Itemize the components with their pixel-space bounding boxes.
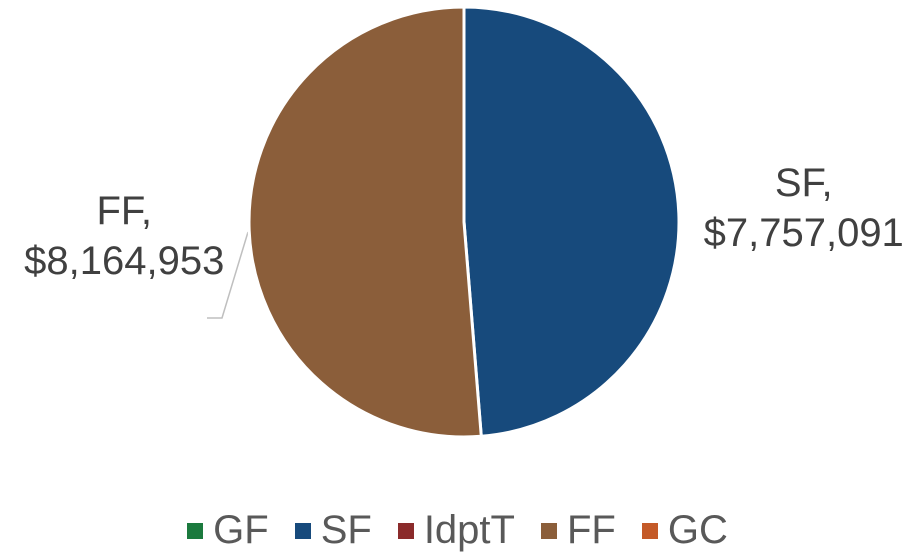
legend-label: SF: [320, 508, 372, 552]
legend-swatch: [641, 522, 658, 539]
legend-label: FF: [566, 508, 616, 552]
legend-swatch: [540, 522, 557, 539]
legend-label: GF: [213, 508, 269, 552]
legend-swatch: [294, 522, 311, 539]
legend-label: GC: [667, 508, 728, 552]
legend-item: GC: [641, 508, 728, 553]
legend-item: FF: [540, 508, 616, 553]
pie-slice: [462, 5, 681, 438]
pie-slice: [247, 5, 483, 439]
legend: GF SF IdptT FF GC: [0, 508, 915, 553]
legend-item: IdptT: [397, 508, 515, 553]
data-label: FF, $8,164,953: [24, 188, 225, 283]
legend-item: SF: [294, 508, 372, 553]
legend-label: IdptT: [423, 508, 515, 552]
legend-item: GF: [187, 508, 269, 553]
leader-line: [207, 231, 249, 319]
data-label: SF, $7,757,091: [703, 161, 904, 256]
legend-swatch: [187, 522, 204, 539]
legend-swatch: [397, 522, 414, 539]
